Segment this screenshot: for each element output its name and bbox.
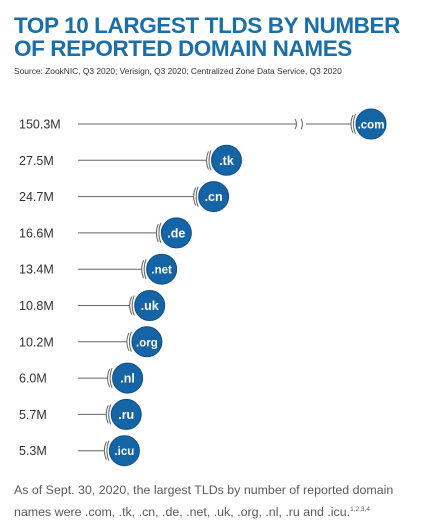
bubble-ru xyxy=(110,398,142,430)
value-label-icu: 5.3M xyxy=(19,444,47,458)
bubble-net xyxy=(146,253,178,285)
tld-label-ru: .ru xyxy=(118,408,134,422)
bubble-uk xyxy=(134,290,166,321)
bubble-com xyxy=(355,108,387,140)
tld-label-icu: .icu xyxy=(114,446,134,458)
bubble-org xyxy=(131,326,163,358)
row-com: 150.3M .com xyxy=(19,108,387,140)
bracket-outer-nl xyxy=(107,368,111,388)
axis-break-right xyxy=(300,118,303,130)
value-label-de: 16.6M xyxy=(19,226,54,240)
bracket-inner-nl xyxy=(109,367,113,389)
bracket-inner-de xyxy=(158,222,162,244)
bracket-inner-com xyxy=(353,113,356,135)
chart-title: TOP 10 LARGEST TLDS BY NUMBER OF REPORTE… xyxy=(14,13,400,61)
tld-label-com: .com xyxy=(358,120,385,132)
row-ru: 5.7M .ru xyxy=(19,398,142,430)
tld-label-net: .net xyxy=(151,265,172,277)
bubble-de xyxy=(160,217,192,249)
bracket-outer-com xyxy=(350,114,354,134)
value-label-net: 13.4M xyxy=(19,263,54,277)
row-net: 13.4M .net xyxy=(19,253,178,285)
bracket-inner-icu xyxy=(106,440,110,461)
bubble-tk xyxy=(211,144,242,176)
bracket-inner-ru xyxy=(108,404,112,425)
bracket-outer-ru xyxy=(105,405,109,424)
value-label-cn: 24.7M xyxy=(19,190,54,204)
bracket-outer-cn xyxy=(193,187,197,206)
caption-footnote-refs: 1,2,3,4 xyxy=(350,506,370,513)
value-label-ru: 5.7M xyxy=(19,408,47,422)
bracket-inner-net xyxy=(143,259,147,280)
tld-label-nl: .nl xyxy=(120,372,135,386)
bubble-icu xyxy=(108,435,140,467)
bracket-outer-de xyxy=(155,223,159,243)
bracket-outer-org xyxy=(126,332,130,352)
bracket-outer-tk xyxy=(206,151,209,170)
bracket-inner-org xyxy=(128,331,132,352)
value-label-org: 10.2M xyxy=(19,335,54,349)
chart-source: Source: ZookNIC, Q3 2020; Verisign, Q3 2… xyxy=(14,66,342,76)
axis-break-left xyxy=(294,118,297,130)
chart-caption: As of Sept. 30, 2020, the largest TLDs b… xyxy=(14,480,418,522)
tld-label-uk: .uk xyxy=(141,299,159,313)
bracket-inner-tk xyxy=(208,150,212,171)
value-label-tk: 27.5M xyxy=(19,154,54,168)
value-label-uk: 10.8M xyxy=(19,299,54,313)
row-icu: 5.3M .icu xyxy=(19,435,140,467)
row-org: 10.2M .org xyxy=(19,326,163,358)
tld-label-de: .de xyxy=(167,226,185,240)
value-label-com: 150.3M xyxy=(19,118,61,132)
row-cn: 24.7M .cn xyxy=(19,181,230,213)
bubble-cn xyxy=(198,181,230,213)
row-de: 16.6M .de xyxy=(19,217,192,249)
caption-text: As of Sept. 30, 2020, the largest TLDs b… xyxy=(14,483,394,519)
bracket-outer-uk xyxy=(129,296,133,315)
bracket-outer-icu xyxy=(103,441,107,460)
tld-label-org: .org xyxy=(136,337,158,349)
value-label-nl: 6.0M xyxy=(19,372,47,386)
bubble-nl xyxy=(112,362,144,394)
bracket-outer-net xyxy=(141,259,145,279)
bracket-inner-uk xyxy=(131,295,135,316)
row-nl: 6.0M .nl xyxy=(19,362,144,394)
bracket-inner-cn xyxy=(195,186,199,207)
tld-label-cn: .cn xyxy=(205,190,223,204)
row-tk: 27.5M .tk xyxy=(19,144,242,176)
row-uk: 10.8M .uk xyxy=(19,290,166,321)
tld-label-tk: .tk xyxy=(219,154,234,168)
